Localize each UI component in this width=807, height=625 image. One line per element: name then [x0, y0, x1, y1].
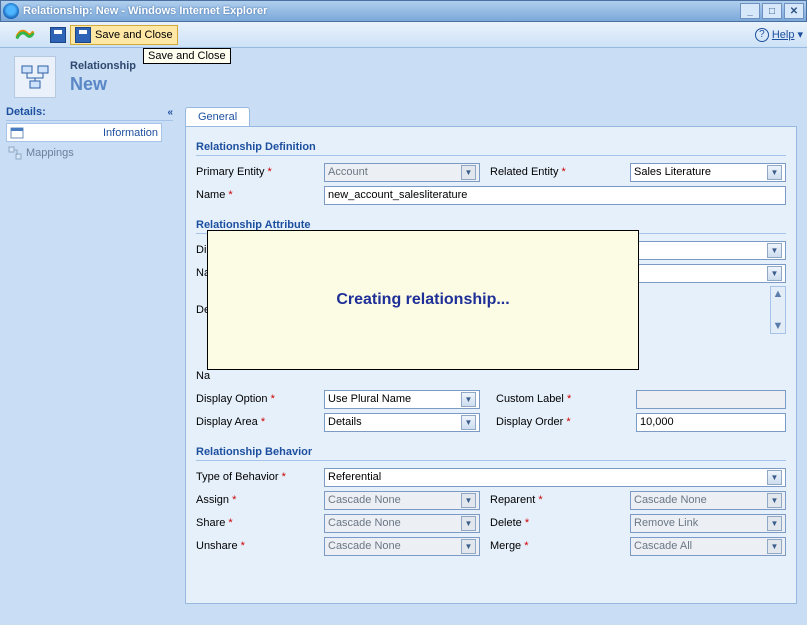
minimize-button[interactable]: _: [740, 3, 760, 19]
textarea-scrollbar[interactable]: ▲▼: [770, 286, 786, 334]
ie-icon: [3, 3, 19, 19]
crm-logo-icon: [4, 24, 46, 46]
name-label: Name *: [196, 189, 324, 201]
display-option-select[interactable]: Use Plural Name▼: [324, 390, 480, 409]
delete-label: Delete *: [490, 517, 630, 529]
tab-general[interactable]: General: [185, 107, 250, 126]
name-input[interactable]: [324, 186, 786, 205]
help-link[interactable]: ? Help ▾: [755, 28, 803, 42]
sidebar-header[interactable]: Details: «: [6, 104, 173, 121]
assign-label: Assign *: [196, 494, 324, 506]
behavior-type-label: Type of Behavior *: [196, 471, 324, 483]
unshare-label: Unshare *: [196, 540, 324, 552]
relationship-icon: [14, 56, 56, 98]
sidebar-item-information[interactable]: Information: [6, 123, 162, 142]
share-select[interactable]: Cascade None▼: [324, 514, 480, 533]
toolbar: Save and Close Save and Close ? Help ▾: [0, 22, 807, 48]
custom-label-label: Custom Label *: [496, 393, 636, 405]
progress-overlay: Creating relationship...: [207, 230, 639, 370]
sidebar-label: Information: [103, 127, 158, 139]
maximize-button[interactable]: □: [762, 3, 782, 19]
display-area-select[interactable]: Details▼: [324, 413, 480, 432]
page-label: Relationship: [70, 60, 136, 72]
merge-select[interactable]: Cascade All▼: [630, 537, 786, 556]
display-option-label: Display Option *: [196, 393, 324, 405]
sidebar-label: Mappings: [26, 147, 74, 159]
help-icon: ?: [755, 28, 769, 42]
sidebar-item-mappings[interactable]: Mappings: [6, 144, 173, 162]
page-header: Relationship New: [0, 48, 807, 100]
display-order-label: Display Order *: [496, 416, 636, 428]
primary-entity-select[interactable]: Account▼: [324, 163, 480, 182]
reparent-select[interactable]: Cascade None▼: [630, 491, 786, 510]
display-area-label: Display Area *: [196, 416, 324, 428]
sidebar-title: Details:: [6, 106, 46, 118]
help-dropdown-icon: ▾: [797, 28, 803, 41]
info-icon: [10, 126, 24, 140]
help-label: Help: [772, 29, 795, 41]
close-button[interactable]: ✕: [784, 3, 804, 19]
trunc-label: Na: [196, 370, 324, 382]
custom-label-input[interactable]: [636, 390, 786, 409]
save-close-icon: [75, 27, 91, 43]
display-order-input[interactable]: [636, 413, 786, 432]
unshare-select[interactable]: Cascade None▼: [324, 537, 480, 556]
share-label: Share *: [196, 517, 324, 529]
mappings-icon: [8, 146, 22, 160]
progress-message: Creating relationship...: [336, 291, 509, 309]
section-behavior: Relationship Behavior: [196, 446, 786, 461]
section-definition: Relationship Definition: [196, 141, 786, 156]
collapse-icon: «: [167, 107, 173, 118]
window-titlebar: Relationship: New - Windows Internet Exp…: [0, 0, 807, 22]
main-panel: General Relationship Definition Primary …: [179, 100, 807, 624]
sidebar: Details: « Information Mappings: [0, 100, 179, 624]
page-title: New: [70, 74, 136, 95]
behavior-type-select[interactable]: Referential▼: [324, 468, 786, 487]
assign-select[interactable]: Cascade None▼: [324, 491, 480, 510]
related-entity-select[interactable]: Sales Literature▼: [630, 163, 786, 182]
save-close-tooltip: Save and Close: [143, 48, 231, 64]
save-close-label: Save and Close: [95, 29, 173, 41]
merge-label: Merge *: [490, 540, 630, 552]
delete-select[interactable]: Remove Link▼: [630, 514, 786, 533]
save-icon[interactable]: [50, 27, 66, 43]
reparent-label: Reparent *: [490, 494, 630, 506]
window-title: Relationship: New - Windows Internet Exp…: [23, 5, 740, 17]
save-and-close-button[interactable]: Save and Close: [70, 25, 178, 45]
related-entity-label: Related Entity *: [490, 166, 630, 178]
primary-entity-label: Primary Entity *: [196, 166, 324, 178]
